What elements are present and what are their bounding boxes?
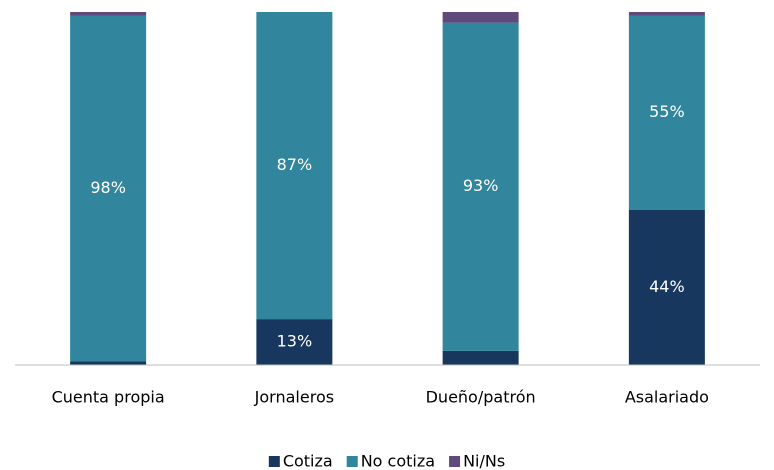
data-label: 55% [649, 102, 685, 121]
bar-segment [442, 350, 519, 365]
legend-item: No cotiza [346, 452, 435, 470]
data-label: 98% [90, 178, 126, 197]
legend-item: Cotiza [268, 452, 333, 470]
data-label: 13% [277, 332, 313, 351]
x-tick-label: Dueño/patrón [426, 388, 536, 407]
legend-label: Cotiza [283, 452, 333, 470]
bar-segment [628, 12, 705, 16]
legend-swatch [449, 456, 461, 467]
bar-segment [70, 15, 147, 362]
data-label: 44% [649, 277, 685, 296]
legend-item: Ni/Ns [449, 452, 505, 470]
x-tick-label: Cuenta propia [52, 388, 165, 407]
data-label: 93% [463, 176, 499, 195]
x-tick-label: Jornaleros [254, 388, 334, 407]
legend-swatch [346, 456, 358, 467]
bar-segment [442, 12, 519, 23]
legend-label: No cotiza [361, 452, 435, 470]
legend-swatch [268, 456, 280, 467]
bar-segment [628, 209, 705, 365]
legend-label: Ni/Ns [463, 452, 505, 470]
bar-segment [70, 361, 147, 365]
bar-segment [628, 15, 705, 210]
bar-segment [256, 12, 333, 320]
data-label: 87% [277, 155, 313, 174]
bar-segment [256, 319, 333, 365]
bar-segment [70, 12, 147, 16]
x-tick-label: Asalariado [625, 388, 709, 407]
bar-segment [442, 22, 519, 351]
